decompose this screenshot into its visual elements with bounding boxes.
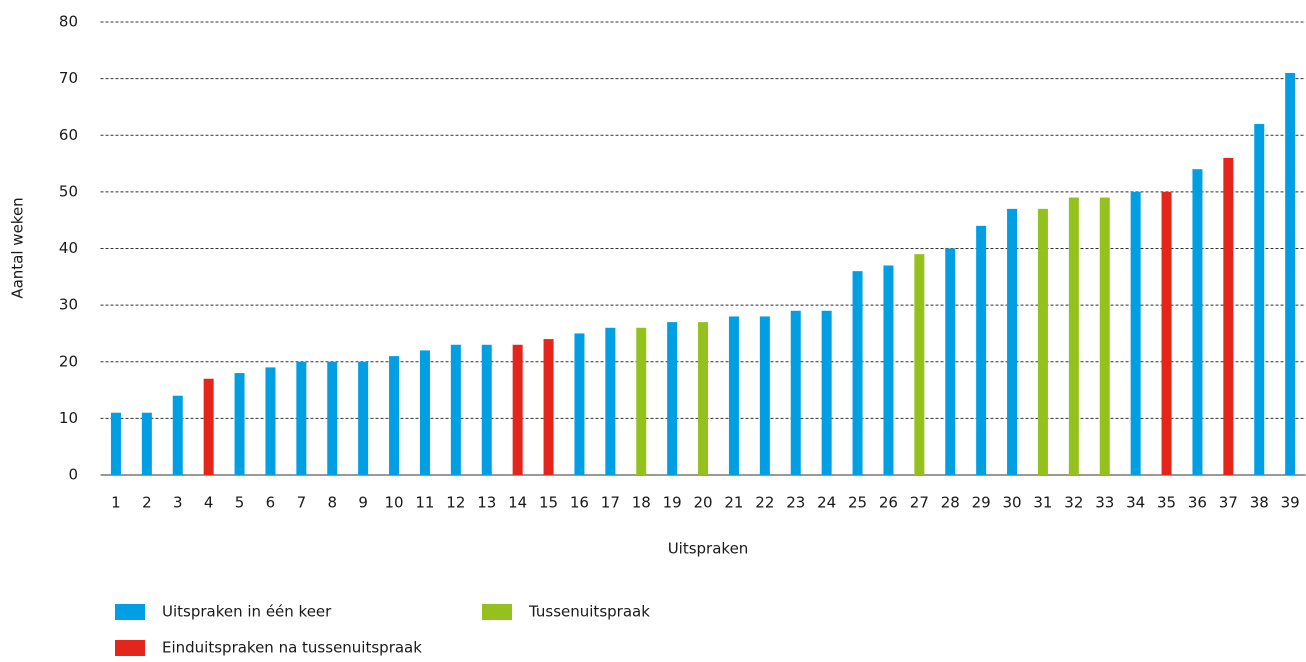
bar bbox=[358, 361, 369, 475]
y-tick-label: 80 bbox=[59, 13, 78, 31]
bar bbox=[1192, 169, 1203, 475]
bar bbox=[1254, 123, 1265, 476]
bar bbox=[574, 333, 585, 475]
bar bbox=[1099, 197, 1110, 475]
x-tick-label: 35 bbox=[1157, 494, 1176, 512]
bar bbox=[481, 344, 492, 475]
bar bbox=[914, 254, 925, 475]
bar bbox=[1007, 208, 1018, 476]
bar bbox=[296, 361, 307, 475]
x-tick-label: 25 bbox=[848, 494, 867, 512]
x-tick-label: 33 bbox=[1095, 494, 1114, 512]
bar bbox=[976, 225, 987, 475]
bar bbox=[1068, 197, 1079, 475]
x-tick-label: 13 bbox=[477, 494, 496, 512]
x-tick-label: 31 bbox=[1033, 494, 1052, 512]
x-tick-label: 37 bbox=[1219, 494, 1238, 512]
bar bbox=[327, 361, 338, 475]
x-tick-label: 38 bbox=[1250, 494, 1269, 512]
x-tick-label: 7 bbox=[297, 494, 307, 512]
y-tick-label: 10 bbox=[59, 409, 78, 427]
bar bbox=[172, 395, 183, 475]
x-tick-label: 6 bbox=[266, 494, 276, 512]
x-tick-label: 5 bbox=[235, 494, 245, 512]
x-tick-label: 4 bbox=[204, 494, 214, 512]
x-tick-label: 30 bbox=[1003, 494, 1022, 512]
legend-swatch bbox=[482, 604, 512, 620]
x-tick-label: 21 bbox=[724, 494, 743, 512]
bar bbox=[389, 356, 400, 475]
bar bbox=[543, 339, 554, 475]
bar bbox=[234, 373, 245, 475]
bar bbox=[667, 322, 678, 475]
bar bbox=[821, 310, 832, 475]
y-tick-label: 20 bbox=[59, 352, 78, 370]
x-tick-label: 1 bbox=[111, 494, 121, 512]
bar bbox=[605, 327, 616, 475]
x-tick-label: 16 bbox=[570, 494, 589, 512]
y-tick-label: 50 bbox=[59, 182, 78, 200]
y-axis-label: Aantal weken bbox=[9, 197, 27, 298]
y-tick-label: 60 bbox=[59, 126, 78, 144]
x-tick-label: 28 bbox=[941, 494, 960, 512]
bar bbox=[698, 322, 709, 475]
x-tick-label: 17 bbox=[601, 494, 620, 512]
x-axis-label: Uitspraken bbox=[668, 540, 749, 558]
x-tick-label: 8 bbox=[327, 494, 337, 512]
bar bbox=[1037, 208, 1048, 476]
legend-label: Uitspraken in één keer bbox=[162, 603, 332, 621]
bar bbox=[1223, 157, 1234, 475]
bar bbox=[852, 271, 863, 475]
bar bbox=[110, 412, 121, 475]
x-tick-label: 36 bbox=[1188, 494, 1207, 512]
x-tick-label: 20 bbox=[694, 494, 713, 512]
bar bbox=[759, 316, 770, 475]
x-tick-label: 29 bbox=[972, 494, 991, 512]
legend-label: Einduitspraken na tussenuitspraak bbox=[162, 639, 422, 657]
bar bbox=[419, 350, 430, 475]
x-tick-label: 19 bbox=[663, 494, 682, 512]
x-tick-label: 18 bbox=[632, 494, 651, 512]
x-tick-label: 2 bbox=[142, 494, 152, 512]
bar bbox=[636, 327, 647, 475]
x-tick-label: 3 bbox=[173, 494, 183, 512]
bar bbox=[1285, 72, 1296, 476]
legend-swatch bbox=[115, 604, 145, 620]
bar bbox=[1161, 191, 1172, 475]
y-tick-label: 40 bbox=[59, 239, 78, 257]
legend-label: Tussenuitspraak bbox=[528, 603, 650, 621]
x-tick-label: 23 bbox=[786, 494, 805, 512]
x-tick-label: 24 bbox=[817, 494, 836, 512]
x-tick-label: 11 bbox=[415, 494, 434, 512]
x-tick-label: 12 bbox=[446, 494, 465, 512]
bar bbox=[141, 412, 152, 475]
x-tick-label: 26 bbox=[879, 494, 898, 512]
bar bbox=[790, 310, 801, 475]
legend-swatch bbox=[115, 640, 145, 656]
bar bbox=[728, 316, 739, 475]
x-tick-label: 32 bbox=[1064, 494, 1083, 512]
x-tick-label: 15 bbox=[539, 494, 558, 512]
bar bbox=[265, 367, 276, 475]
y-tick-label: 70 bbox=[59, 69, 78, 87]
bar bbox=[1130, 191, 1141, 475]
bar bbox=[883, 265, 894, 475]
x-tick-label: 14 bbox=[508, 494, 527, 512]
bar bbox=[203, 378, 214, 475]
x-tick-label: 39 bbox=[1281, 494, 1300, 512]
bar bbox=[450, 344, 461, 475]
bar bbox=[945, 248, 956, 475]
y-tick-label: 0 bbox=[68, 466, 78, 484]
x-tick-label: 34 bbox=[1126, 494, 1145, 512]
x-tick-label: 22 bbox=[755, 494, 774, 512]
bar bbox=[512, 344, 523, 475]
x-tick-label: 10 bbox=[385, 494, 404, 512]
x-tick-label: 27 bbox=[910, 494, 929, 512]
y-tick-label: 30 bbox=[59, 296, 78, 314]
x-tick-label: 9 bbox=[358, 494, 368, 512]
